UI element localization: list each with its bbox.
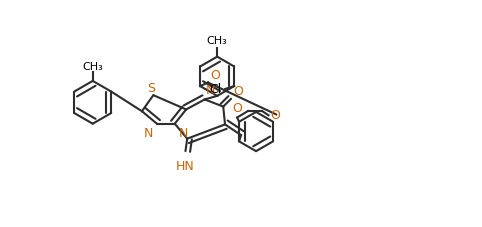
Text: O: O [233, 84, 243, 97]
Text: Cl: Cl [209, 83, 222, 96]
Text: N: N [144, 126, 153, 139]
Text: O: O [270, 109, 281, 121]
Text: HN: HN [176, 159, 195, 172]
Text: CH₃: CH₃ [82, 62, 103, 72]
Text: N: N [206, 83, 215, 96]
Text: O: O [210, 68, 220, 81]
Text: CH₃: CH₃ [207, 36, 228, 46]
Text: S: S [147, 81, 156, 94]
Text: N: N [178, 126, 188, 139]
Text: O: O [232, 101, 242, 114]
